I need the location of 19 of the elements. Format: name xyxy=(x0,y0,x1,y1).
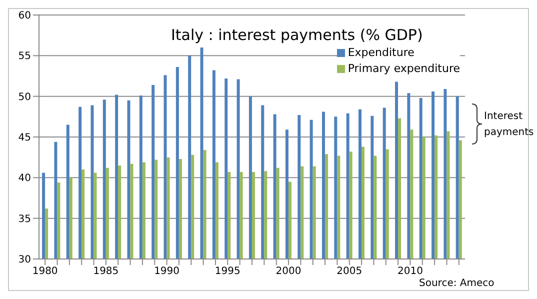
y-tick-label: 30 xyxy=(18,254,31,266)
y-tick-label: 45 xyxy=(18,132,31,144)
text: Italy : interest payments (% GDP) xyxy=(169,26,425,44)
legend-label: Expenditure xyxy=(348,45,414,61)
x-tick-label: 2000 xyxy=(276,266,302,278)
x-tick-label: 1995 xyxy=(214,266,240,278)
source-note: Source: Ameco xyxy=(419,278,494,290)
x-tick-label: 1980 xyxy=(32,266,58,278)
x-tick-label: 2005 xyxy=(336,266,362,278)
y-tick-label: 50 xyxy=(18,92,31,103)
y-tick-label: 35 xyxy=(18,214,31,225)
x-tick-label: 2010 xyxy=(398,266,423,278)
y-tick-label: 60 xyxy=(18,10,31,22)
x-tick-label: 1990 xyxy=(154,266,180,278)
y-tick-label: 55 xyxy=(18,51,31,62)
x-tick-label: 1985 xyxy=(93,266,119,278)
y-tick-label: 40 xyxy=(18,173,31,184)
text: Interest payments xyxy=(484,110,534,140)
legend-label: Primary expenditure xyxy=(348,61,460,77)
